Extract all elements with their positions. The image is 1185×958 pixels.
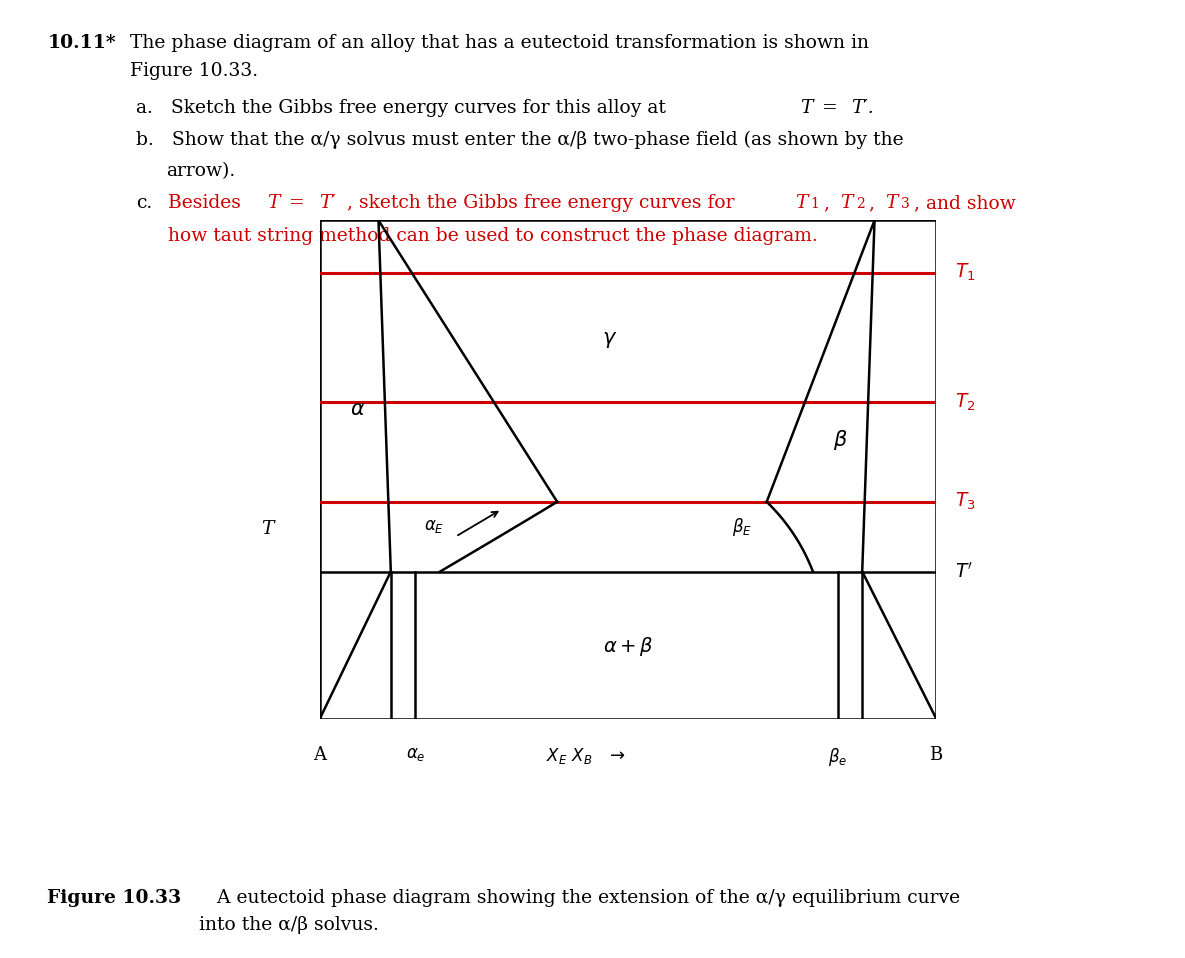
Text: into the α/β solvus.: into the α/β solvus. xyxy=(199,916,379,934)
Text: $T_1$: $T_1$ xyxy=(955,262,975,284)
Text: The phase diagram of an alloy that has a eutectoid transformation is shown in: The phase diagram of an alloy that has a… xyxy=(130,34,870,52)
Text: Figure 10.33: Figure 10.33 xyxy=(47,889,181,907)
Text: $\gamma$: $\gamma$ xyxy=(602,330,617,350)
Text: $T_3$: $T_3$ xyxy=(955,491,975,513)
Text: T: T xyxy=(885,194,898,213)
Text: $\beta_e$: $\beta_e$ xyxy=(828,746,847,768)
Text: $T_2$: $T_2$ xyxy=(955,392,975,413)
Text: $\alpha_E$: $\alpha_E$ xyxy=(424,518,444,536)
Text: =: = xyxy=(816,99,844,117)
Text: ,: , xyxy=(869,194,878,213)
Text: T′.: T′. xyxy=(851,99,873,117)
Text: T: T xyxy=(262,520,274,538)
Text: arrow).: arrow). xyxy=(166,162,235,180)
Text: T: T xyxy=(267,194,280,213)
Text: $\alpha + \beta$: $\alpha + \beta$ xyxy=(603,635,653,658)
Text: Besides: Besides xyxy=(168,194,248,213)
Text: b.   Show that the α/γ solvus must enter the α/β two-phase field (as shown by th: b. Show that the α/γ solvus must enter t… xyxy=(136,131,904,149)
Text: T: T xyxy=(800,99,813,117)
Text: a.   Sketch the Gibbs free energy curves for this alloy at: a. Sketch the Gibbs free energy curves f… xyxy=(136,99,672,117)
Text: c.: c. xyxy=(136,194,153,213)
Text: how taut string method can be used to construct the phase diagram.: how taut string method can be used to co… xyxy=(168,227,818,245)
Text: 1: 1 xyxy=(811,197,819,212)
Text: $\beta$: $\beta$ xyxy=(833,427,848,451)
Text: A eutectoid phase diagram showing the extension of the α/γ equilibrium curve: A eutectoid phase diagram showing the ex… xyxy=(199,889,960,907)
Text: $\rightarrow$: $\rightarrow$ xyxy=(606,746,626,764)
Text: 2: 2 xyxy=(856,197,864,212)
Text: $X_B$: $X_B$ xyxy=(571,746,592,765)
Text: 10.11*: 10.11* xyxy=(47,34,116,52)
Text: T: T xyxy=(795,194,808,213)
Text: =: = xyxy=(283,194,310,213)
Text: $\alpha_e$: $\alpha_e$ xyxy=(405,746,425,763)
Text: $\alpha$: $\alpha$ xyxy=(351,400,366,420)
Text: ,: , xyxy=(824,194,833,213)
Text: T′: T′ xyxy=(319,194,335,213)
Text: , and show: , and show xyxy=(914,194,1016,213)
Text: $\beta_E$: $\beta_E$ xyxy=(732,515,752,537)
Text: $T'$: $T'$ xyxy=(955,561,973,582)
Text: $X_E$: $X_E$ xyxy=(546,746,568,765)
Text: Figure 10.33.: Figure 10.33. xyxy=(130,62,258,80)
Text: T: T xyxy=(840,194,853,213)
Text: 3: 3 xyxy=(901,197,909,212)
Text: B: B xyxy=(929,746,943,764)
Text: , sketch the Gibbs free energy curves for: , sketch the Gibbs free energy curves fo… xyxy=(347,194,741,213)
Text: A: A xyxy=(314,746,326,764)
